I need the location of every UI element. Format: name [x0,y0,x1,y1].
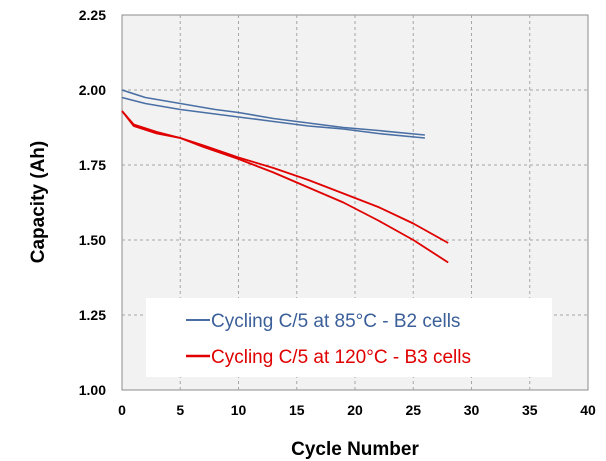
y-tick-labels: 1.00 1.25 1.50 1.75 2.00 2.25 [79,7,106,398]
x-tick-label: 0 [118,402,126,418]
x-tick-label: 35 [522,402,538,418]
legend-label-85c: Cycling C/5 at 85°C - B2 cells [211,311,460,332]
x-tick-label: 40 [580,402,596,418]
x-tick-label: 20 [347,402,363,418]
y-tick-label: 1.50 [79,232,106,248]
x-axis-title: Cycle Number [291,439,419,460]
y-tick-label: 1.00 [79,382,106,398]
y-tick-label: 1.75 [79,157,106,173]
legend: Cycling C/5 at 85°C - B2 cells Cycling C… [146,298,552,377]
legend-label-120c: Cycling C/5 at 120°C - B3 cells [211,347,471,368]
x-tick-label: 5 [176,402,184,418]
x-tick-label: 10 [231,402,247,418]
series-line-1 [121,110,449,264]
y-tick-label: 1.25 [79,307,106,323]
y-tick-label: 2.25 [79,7,106,23]
series-line-0 [121,96,425,139]
y-tick-label: 2.00 [79,82,106,98]
x-tick-label: 15 [289,402,305,418]
x-tick-labels: 0 5 10 15 20 25 30 35 40 [118,402,596,418]
y-axis-title: Capacity (Ah) [28,141,49,263]
series-lines [121,89,449,264]
series-line-1 [121,110,449,244]
x-tick-label: 25 [405,402,421,418]
x-tick-label: 30 [464,402,480,418]
series-line-0 [121,89,425,136]
legend-box [146,298,552,377]
